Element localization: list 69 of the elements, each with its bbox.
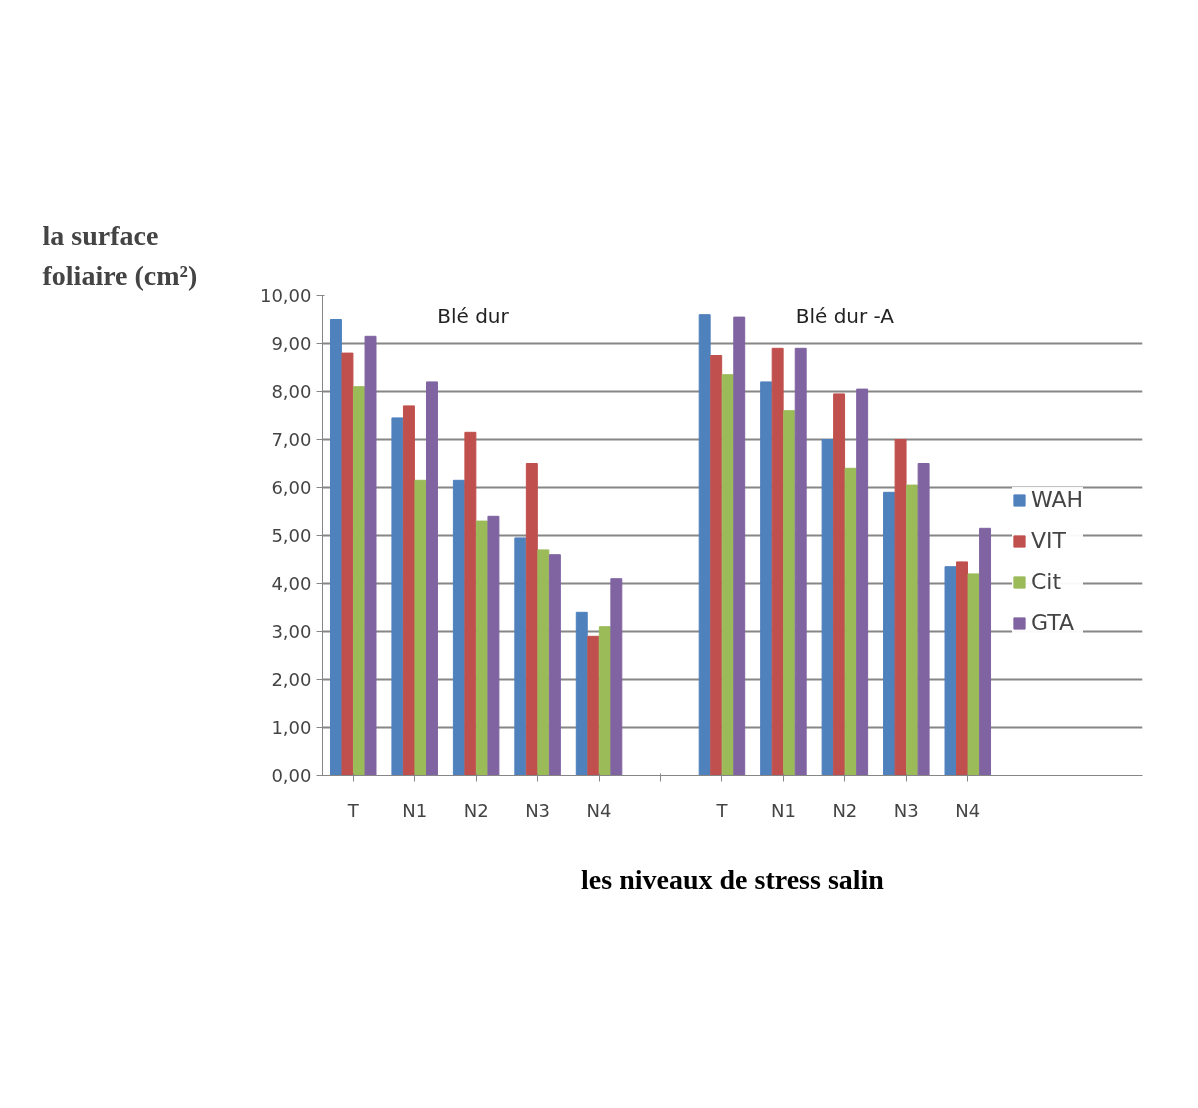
bar xyxy=(856,388,869,776)
x-tick-label: N4 xyxy=(955,799,981,821)
bar xyxy=(906,484,919,776)
y-tick-label: 4,00 xyxy=(271,573,312,594)
bar xyxy=(844,467,857,776)
bar xyxy=(721,374,734,776)
bar xyxy=(710,355,723,776)
x-tick-label: N3 xyxy=(893,799,919,821)
bar xyxy=(329,319,342,776)
bar xyxy=(967,573,980,776)
bar xyxy=(525,463,538,776)
bar xyxy=(475,520,488,776)
bar xyxy=(956,561,968,776)
bar xyxy=(883,491,896,776)
x-tick-label: N3 xyxy=(525,799,551,821)
bar xyxy=(794,347,807,776)
y-tick-label: 6,00 xyxy=(271,477,312,498)
bar xyxy=(587,635,600,776)
annotation: Blé dur -A xyxy=(795,303,895,328)
bar xyxy=(364,335,377,776)
bar xyxy=(464,431,477,776)
bar xyxy=(353,386,365,776)
bar xyxy=(821,439,834,776)
bar xyxy=(414,479,427,776)
x-tick-label: N1 xyxy=(402,799,428,821)
y-tick-label: 9,00 xyxy=(271,333,312,354)
x-tick-label: T xyxy=(715,799,729,821)
bar xyxy=(425,381,438,776)
bar xyxy=(783,410,796,776)
x-tick-label: N2 xyxy=(832,799,858,821)
x-tick-label: N4 xyxy=(586,799,612,821)
bar xyxy=(341,352,354,776)
bar xyxy=(537,549,550,776)
y-tick-label: 7,00 xyxy=(271,429,312,450)
y-tick-label: 8,00 xyxy=(271,381,312,402)
x-axis-title: les niveaux de stress salin xyxy=(581,863,885,895)
bar xyxy=(598,626,611,776)
bar xyxy=(760,381,773,776)
bar xyxy=(402,405,415,776)
y-tick-label: 3,00 xyxy=(271,621,312,642)
bar xyxy=(452,479,465,776)
y-tick-label: 1,00 xyxy=(271,717,312,738)
y-axis-title: la surface foliaire (cm²) xyxy=(42,220,198,292)
legend-label: Cit xyxy=(1031,569,1062,594)
bar xyxy=(514,537,527,776)
y-tick-label: 2,00 xyxy=(271,669,312,690)
bar xyxy=(391,417,404,776)
bar xyxy=(548,554,561,776)
x-tick-label: N1 xyxy=(770,799,796,821)
bar xyxy=(733,316,746,776)
x-tick-label: N2 xyxy=(463,799,489,821)
bar xyxy=(698,314,711,776)
y-tick-label: 5,00 xyxy=(271,525,312,546)
bar xyxy=(487,515,500,776)
annotation: Blé dur xyxy=(437,303,510,328)
y-tick-label: 10,00 xyxy=(259,285,312,306)
legend-label: WAH xyxy=(1031,487,1084,512)
bar xyxy=(979,527,992,776)
legend-label: GTA xyxy=(1031,610,1075,635)
x-tick-label: T xyxy=(346,799,360,821)
bar xyxy=(771,347,784,776)
bar xyxy=(894,439,907,776)
bar xyxy=(917,463,930,776)
bar xyxy=(944,566,957,776)
legend-label: VIT xyxy=(1031,528,1066,553)
bar xyxy=(610,578,623,776)
y-tick-label: 0,00 xyxy=(271,765,312,786)
bar xyxy=(833,393,846,776)
bar xyxy=(575,611,588,776)
